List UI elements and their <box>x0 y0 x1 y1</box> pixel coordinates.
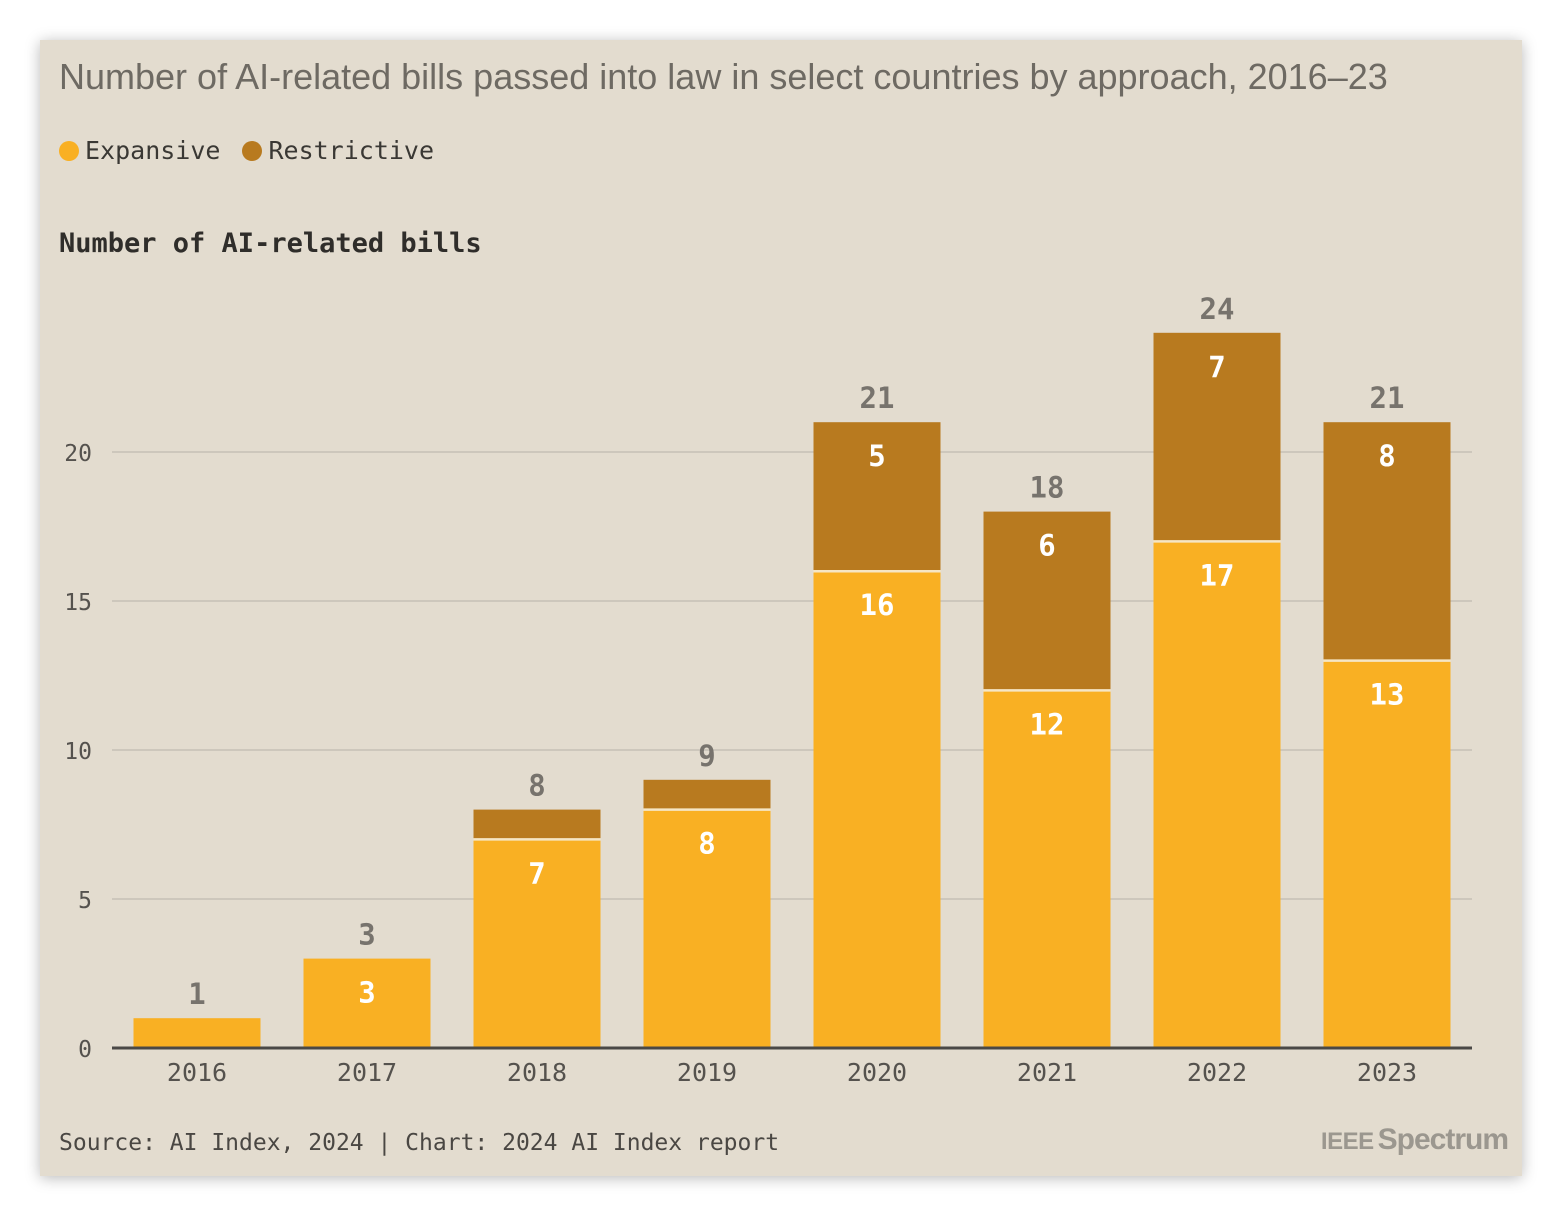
y-tick-label-10: 10 <box>64 739 92 765</box>
y-tick-label-20: 20 <box>64 441 92 467</box>
bar-restrictive-2018 <box>473 809 601 840</box>
x-tick-label-2016: 2016 <box>167 1058 227 1087</box>
label-restrictive-2021: 6 <box>1038 529 1055 563</box>
label-expansive-2017: 3 <box>358 976 375 1010</box>
label-restrictive-2023: 8 <box>1378 439 1395 473</box>
bar-expansive-2023 <box>1323 660 1451 1048</box>
label-restrictive-2020: 5 <box>868 439 885 473</box>
x-tick-label-2018: 2018 <box>507 1058 567 1087</box>
total-label-2019: 9 <box>698 739 715 773</box>
total-label-2023: 21 <box>1370 381 1405 415</box>
y-tick-label-0: 0 <box>78 1037 92 1063</box>
label-expansive-2018: 7 <box>528 856 545 890</box>
bar-restrictive-2023 <box>1323 422 1451 661</box>
bar-restrictive-2021 <box>983 511 1111 691</box>
x-tick-label-2021: 2021 <box>1017 1058 1077 1087</box>
label-expansive-2019: 8 <box>698 827 715 861</box>
y-axis-label: Number of AI-related bills <box>59 228 482 259</box>
x-tick-label-2023: 2023 <box>1357 1058 1417 1087</box>
legend-label-restrictive: Restrictive <box>268 136 435 165</box>
total-label-2022: 24 <box>1200 292 1235 326</box>
bar-expansive-2019 <box>643 809 771 1048</box>
bar-expansive-2017 <box>303 958 431 1048</box>
legend-item-restrictive: Restrictive <box>242 136 434 165</box>
bar-chart: 0 5 10 15 20 1 2016 3 3 2017 7 8 2018 8 9 2019 16 5 21 2020… <box>64 292 1472 1087</box>
source-note: Source: AI Index, 2024 | Chart: 2024 AI … <box>59 1130 780 1156</box>
legend-swatch-restrictive <box>242 140 263 161</box>
chart-title: Number of AI-related bills passed into l… <box>59 56 1388 97</box>
legend-swatch-expansive <box>59 140 79 161</box>
label-restrictive-2022: 7 <box>1208 350 1225 384</box>
total-label-2016: 1 <box>188 977 205 1011</box>
x-tick-label-2022: 2022 <box>1187 1058 1247 1087</box>
x-tick-label-2017: 2017 <box>337 1058 397 1087</box>
label-expansive-2023: 13 <box>1370 678 1405 712</box>
total-label-2018: 8 <box>528 769 545 803</box>
bar-expansive-2018 <box>473 839 601 1048</box>
ieee-spectrum-logo: IEEE Spectrum <box>1320 1123 1509 1157</box>
legend-item-expansive: Expansive <box>59 136 220 165</box>
y-tick-label-15: 15 <box>64 590 92 616</box>
label-expansive-2020: 16 <box>860 588 895 622</box>
total-label-2021: 18 <box>1030 471 1065 505</box>
bar-restrictive-2020 <box>813 422 941 572</box>
x-tick-label-2019: 2019 <box>677 1058 737 1087</box>
chart-card: Number of AI-related bills passed into l… <box>40 40 1522 1176</box>
label-expansive-2022: 17 <box>1200 558 1235 592</box>
legend: Expansive Restrictive <box>59 136 456 165</box>
bar-expansive-2022 <box>1153 541 1281 1048</box>
logo-spectrum-text: Spectrum <box>1377 1123 1509 1156</box>
total-label-2020: 21 <box>860 381 895 415</box>
y-tick-label-5: 5 <box>78 888 92 914</box>
bar-restrictive-2019 <box>643 779 771 810</box>
bar-expansive-2016 <box>133 1018 261 1048</box>
x-tick-label-2020: 2020 <box>847 1058 907 1087</box>
bar-expansive-2020 <box>813 571 941 1048</box>
total-label-2017: 3 <box>358 918 375 952</box>
bar-expansive-2021 <box>983 690 1111 1048</box>
logo-ieee-text: IEEE <box>1320 1128 1374 1155</box>
legend-label-expansive: Expansive <box>85 136 221 165</box>
bar-restrictive-2022 <box>1153 332 1281 542</box>
label-expansive-2021: 12 <box>1030 707 1065 741</box>
